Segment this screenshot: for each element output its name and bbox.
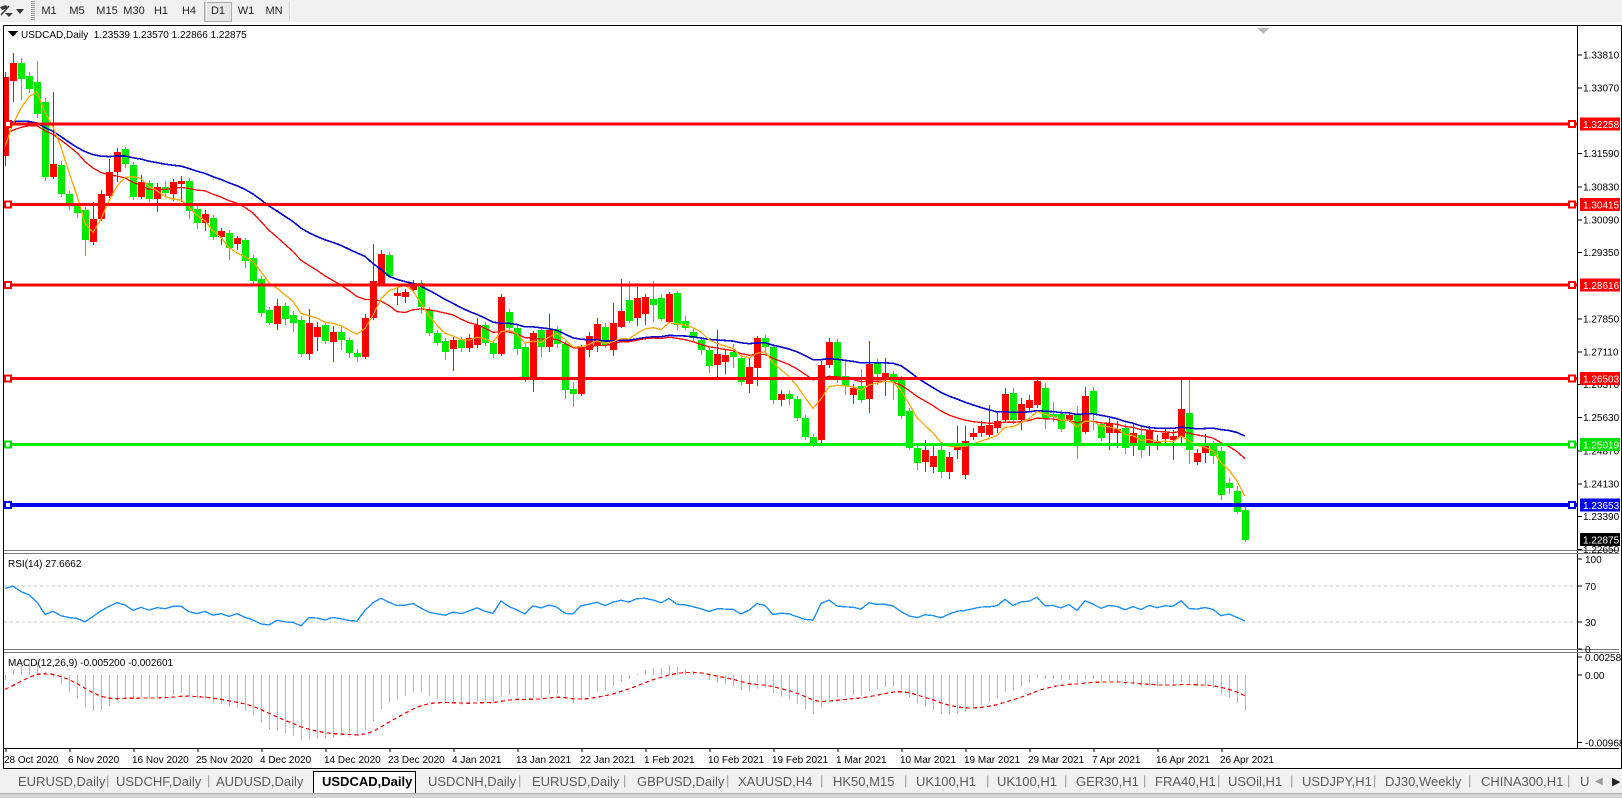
svg-text:1.24130: 1.24130: [1583, 479, 1620, 490]
svg-text:16 Apr 2021: 16 Apr 2021: [1156, 755, 1210, 766]
svg-text:7 Apr 2021: 7 Apr 2021: [1092, 755, 1141, 766]
svg-text:-0.00968: -0.00968: [1585, 739, 1622, 750]
svg-text:1.30090: 1.30090: [1583, 215, 1620, 226]
svg-text:1.26370: 1.26370: [1583, 380, 1620, 391]
svg-text:1.24870: 1.24870: [1583, 447, 1620, 458]
svg-text:28 Oct 2020: 28 Oct 2020: [4, 755, 59, 766]
svg-text:6 Nov 2020: 6 Nov 2020: [68, 755, 120, 766]
svg-text:1 Feb 2021: 1 Feb 2021: [644, 755, 695, 766]
svg-text:4 Jan 2021: 4 Jan 2021: [452, 755, 502, 766]
svg-text:19 Mar 2021: 19 Mar 2021: [964, 755, 1021, 766]
svg-text:0: 0: [1585, 645, 1591, 656]
svg-text:1.33070: 1.33070: [1583, 83, 1620, 94]
svg-text:16 Nov 2020: 16 Nov 2020: [132, 755, 189, 766]
svg-text:30: 30: [1585, 618, 1597, 629]
svg-text:1.33810: 1.33810: [1583, 51, 1620, 62]
svg-text:1.22875: 1.22875: [1583, 535, 1620, 546]
svg-text:1.30830: 1.30830: [1583, 183, 1620, 194]
svg-text:100: 100: [1585, 555, 1602, 566]
svg-text:1.28616: 1.28616: [1583, 281, 1620, 292]
svg-text:29 Mar 2021: 29 Mar 2021: [1028, 755, 1085, 766]
svg-text:0.00258: 0.00258: [1585, 653, 1622, 664]
svg-text:1.29350: 1.29350: [1583, 248, 1620, 259]
svg-text:1.23653: 1.23653: [1583, 501, 1620, 512]
svg-text:4 Dec 2020: 4 Dec 2020: [260, 755, 312, 766]
svg-text:1.30415: 1.30415: [1583, 201, 1620, 212]
svg-text:1.31590: 1.31590: [1583, 149, 1620, 160]
svg-text:22 Jan 2021: 22 Jan 2021: [580, 755, 635, 766]
svg-text:1.27110: 1.27110: [1583, 347, 1619, 358]
svg-text:1.23390: 1.23390: [1583, 512, 1620, 523]
svg-text:1.25019: 1.25019: [1583, 440, 1620, 451]
svg-text:1.22650: 1.22650: [1583, 545, 1620, 556]
svg-text:25 Nov 2020: 25 Nov 2020: [196, 755, 253, 766]
svg-text:14 Dec 2020: 14 Dec 2020: [324, 755, 381, 766]
svg-text:70: 70: [1585, 582, 1597, 593]
svg-text:23 Dec 2020: 23 Dec 2020: [388, 755, 445, 766]
svg-text:1.27850: 1.27850: [1583, 315, 1620, 326]
svg-text:USDCAD,Daily 1.23539 1.23570: USDCAD,Daily 1.23539 1.23570 1.22866 1.2…: [21, 30, 247, 41]
svg-text:0.00: 0.00: [1585, 671, 1605, 682]
svg-text:19 Feb 2021: 19 Feb 2021: [772, 755, 829, 766]
svg-text:10 Feb 2021: 10 Feb 2021: [708, 755, 765, 766]
svg-text:1.25630: 1.25630: [1583, 413, 1620, 424]
svg-text:RSI(14) 27.6662: RSI(14) 27.6662: [8, 559, 82, 570]
svg-text:10 Mar 2021: 10 Mar 2021: [900, 755, 957, 766]
svg-text:1 Mar 2021: 1 Mar 2021: [836, 755, 887, 766]
svg-text:13 Jan 2021: 13 Jan 2021: [516, 755, 571, 766]
svg-text:MACD(12,26,9) -0.005200 -0.002: MACD(12,26,9) -0.005200 -0.002601: [8, 658, 174, 669]
svg-text:1.32258: 1.32258: [1583, 120, 1620, 131]
svg-text:1.26503: 1.26503: [1583, 375, 1620, 386]
svg-text:26 Apr 2021: 26 Apr 2021: [1220, 755, 1274, 766]
